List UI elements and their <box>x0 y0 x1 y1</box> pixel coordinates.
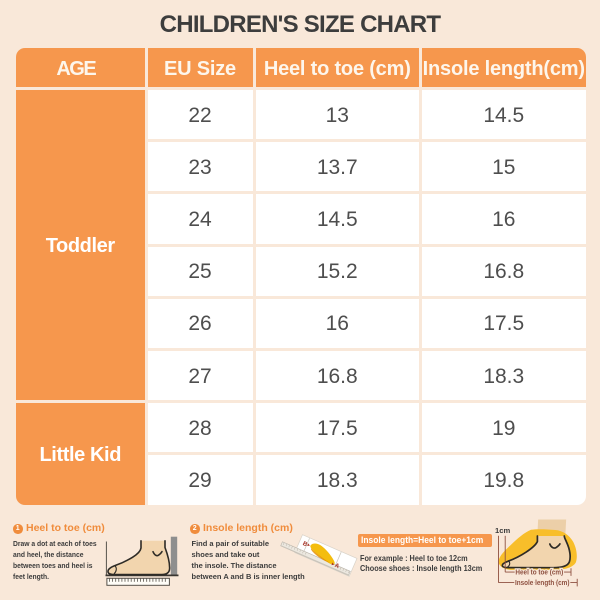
svg-text:B: B <box>302 541 309 548</box>
svg-text:Heel to toe (cm): Heel to toe (cm) <box>515 569 563 577</box>
svg-text:Insole length (cm): Insole length (cm) <box>515 580 569 588</box>
svg-text:A: A <box>334 563 341 570</box>
svg-text:1cm: 1cm <box>495 526 510 535</box>
